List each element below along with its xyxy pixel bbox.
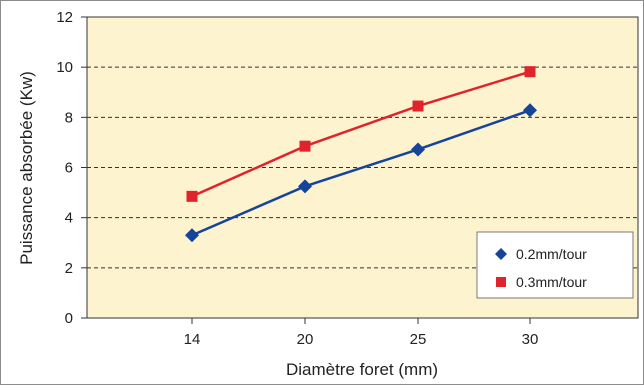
x-tick-label: 30 bbox=[522, 331, 539, 348]
series-line-1 bbox=[191, 109, 531, 237]
y-tick-label: 8 bbox=[65, 109, 73, 126]
y-tick-label: 4 bbox=[65, 210, 73, 227]
x-axis-title: Diamètre foret (mm) bbox=[286, 360, 438, 379]
legend: 0.2mm/tour 0.3mm/tour bbox=[476, 231, 634, 299]
data-point-square bbox=[186, 190, 198, 202]
data-point-square bbox=[524, 66, 536, 78]
series-group bbox=[185, 66, 537, 243]
data-point-square bbox=[299, 140, 311, 152]
y-axis-title: Puissance absorbée (Kw) bbox=[17, 71, 36, 265]
y-tick-label: 2 bbox=[65, 260, 73, 277]
data-point-diamond bbox=[185, 228, 199, 243]
legend-marker-square bbox=[496, 277, 506, 287]
y-tick-label: 10 bbox=[56, 59, 73, 76]
gridlines bbox=[87, 66, 638, 269]
y-tick-label: 6 bbox=[65, 160, 73, 177]
x-axis-ticks: 14 20 25 30 bbox=[184, 318, 539, 348]
legend-label-series-2: 0.3mm/tour bbox=[516, 274, 587, 290]
data-point-diamond bbox=[411, 142, 425, 157]
data-point-diamond bbox=[298, 179, 312, 194]
y-axis-ticks: 0 2 4 6 8 10 12 bbox=[56, 9, 87, 327]
y-tick-label: 12 bbox=[56, 9, 73, 26]
series-line-2 bbox=[191, 70, 531, 198]
y-tick-label: 0 bbox=[65, 310, 73, 327]
x-tick-label: 14 bbox=[184, 331, 201, 348]
data-point-square bbox=[412, 100, 424, 112]
legend-marker-diamond bbox=[495, 248, 507, 260]
x-tick-label: 20 bbox=[297, 331, 314, 348]
legend-label-series-1: 0.2mm/tour bbox=[516, 246, 587, 262]
data-point-diamond bbox=[523, 103, 537, 118]
x-tick-label: 25 bbox=[410, 331, 427, 348]
